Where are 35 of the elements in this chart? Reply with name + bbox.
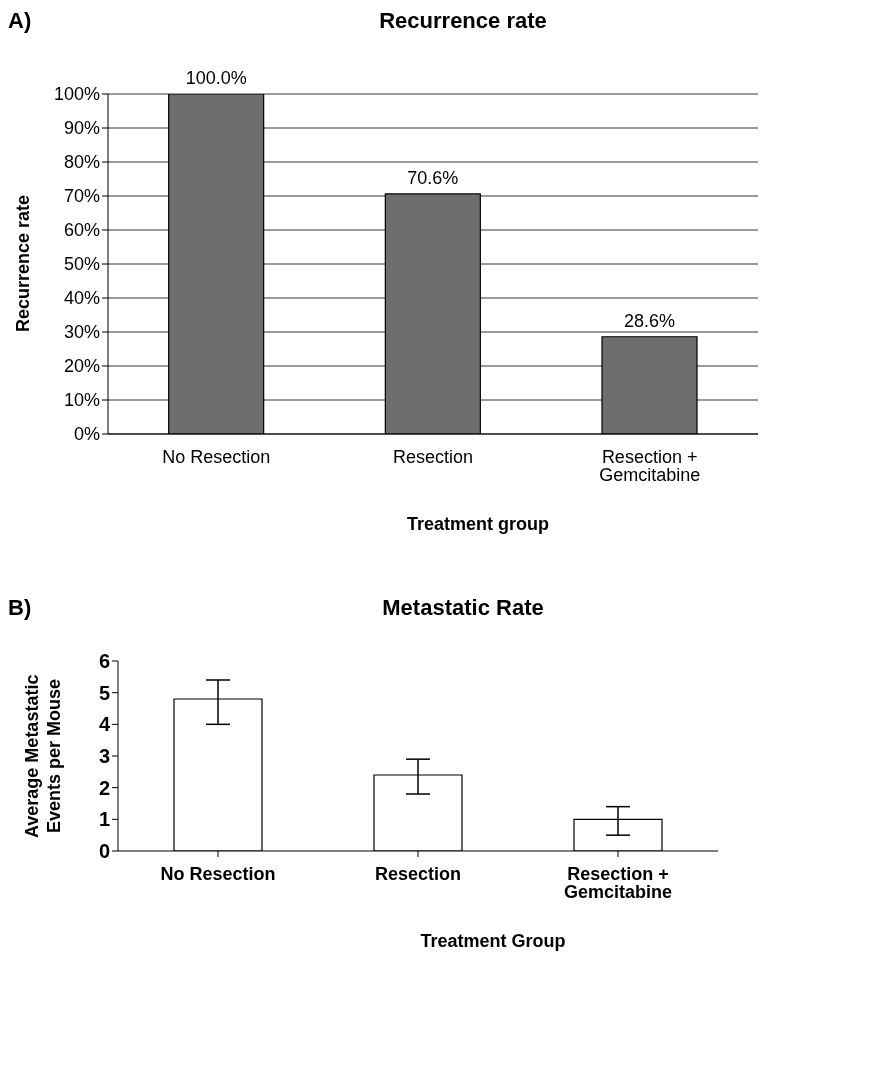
y-tick-label: 0 (98, 840, 110, 863)
x-tick-label: Resection (392, 446, 474, 467)
x-axis-title: Treatment group (406, 514, 550, 535)
y-tick-label: 0% (73, 424, 100, 445)
chart-title: Recurrence rate (379, 8, 547, 33)
y-tick-label: 40% (63, 288, 100, 309)
y-tick-label: 2 (98, 776, 110, 799)
y-tick-label: 1 (98, 808, 110, 831)
x-tick-label: Resection (374, 863, 462, 884)
y-tick-label: 50% (63, 254, 100, 275)
text: A) (8, 8, 32, 34)
y-axis-title: Average Metastatic Events per Mouse (21, 673, 65, 840)
y-tick-label: 6 (98, 650, 110, 673)
y-tick-label: 3 (98, 745, 110, 768)
y-tick-label: 5 (98, 681, 110, 704)
text: B) (8, 595, 32, 621)
x-tick-label: No Resection (162, 446, 271, 467)
y-tick-label: 80% (63, 152, 100, 173)
y-tick-label: 20% (63, 356, 100, 377)
y-tick-label: 10% (63, 390, 100, 411)
data-label: 100.0% (185, 68, 247, 88)
x-axis-title: Treatment Group (419, 931, 567, 952)
x-tick-label: Resection + Gemcitabine (563, 863, 673, 902)
y-tick-label: 100% (53, 84, 100, 105)
y-tick-label: 60% (63, 220, 100, 241)
y-tick-label: 90% (63, 118, 100, 139)
y-axis-title: Recurrence rate (12, 195, 34, 333)
data-label: 28.6% (623, 310, 676, 331)
data-label: 70.6% (407, 167, 459, 188)
x-tick-label: Resection + Gemcitabine (599, 446, 701, 485)
y-tick-label: 70% (63, 186, 100, 207)
y-tick-label: 4 (98, 713, 111, 736)
y-tick-label: 30% (63, 322, 100, 343)
chart-title: Metastatic Rate (382, 595, 544, 620)
x-tick-label: No Resection (160, 863, 276, 884)
